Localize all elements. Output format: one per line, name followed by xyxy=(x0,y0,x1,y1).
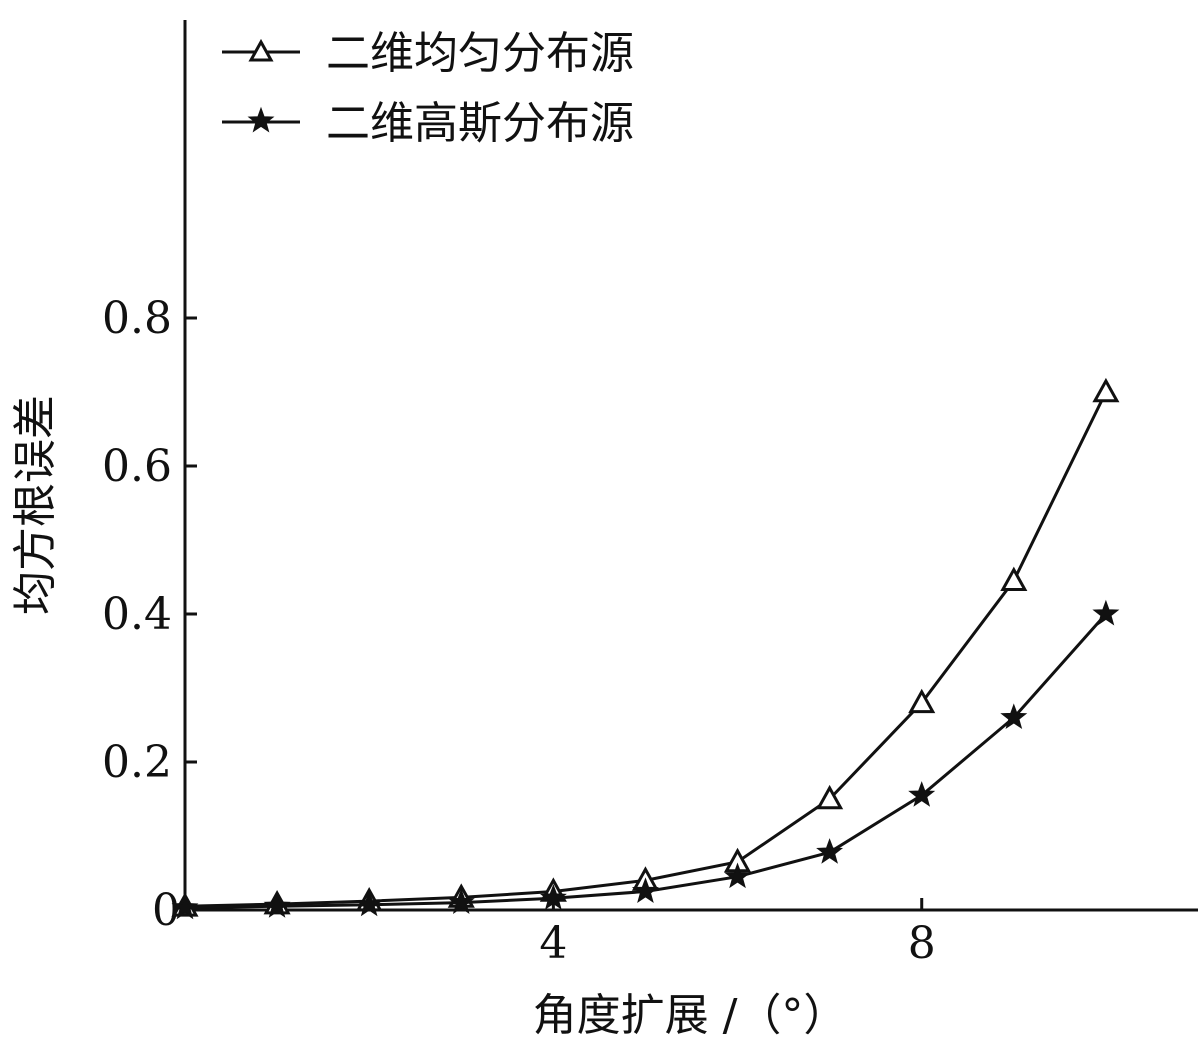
data-point-star xyxy=(908,781,936,807)
series-line xyxy=(184,613,1108,910)
data-point-triangle xyxy=(1000,566,1028,591)
legend-entry-gaussian: 二维高斯分布源 xyxy=(222,98,634,149)
y-tick-label: 0.2 xyxy=(102,737,172,788)
data-point-star xyxy=(171,893,199,920)
legend-entry-uniform: 二维均匀分布源 xyxy=(222,28,634,79)
data-point-star xyxy=(1000,703,1028,730)
legend-star-marker-icon xyxy=(247,106,275,133)
data-point-triangle xyxy=(816,784,844,810)
data-point-star xyxy=(263,892,291,918)
ticks: 00.20.40.60.84 8 xyxy=(102,293,936,969)
data-point-triangle xyxy=(1092,377,1120,403)
data-point-star xyxy=(631,877,659,903)
series-gaussian xyxy=(171,599,1120,920)
legend-label-uniform: 二维均匀分布源 xyxy=(326,28,634,79)
y-axis-title: 均方根误差 xyxy=(10,395,61,615)
legend-label-gaussian: 二维高斯分布源 xyxy=(326,98,634,149)
data-point-star xyxy=(539,884,567,910)
x-tick-label: 4 xyxy=(539,918,567,969)
data-point-star xyxy=(1092,599,1120,626)
axes xyxy=(183,20,1198,912)
data-point-triangle xyxy=(908,688,936,714)
data-point-star xyxy=(816,838,844,864)
legend-triangle-marker-icon xyxy=(248,38,274,62)
series-line xyxy=(184,391,1108,908)
y-tick-label: 0.6 xyxy=(102,441,172,492)
x-tick-label: 8 xyxy=(908,918,936,969)
series-layer xyxy=(171,377,1120,920)
y-tick-label: 0.8 xyxy=(102,293,172,344)
legend: 二维均匀分布源 二维高斯分布源 xyxy=(222,28,634,149)
data-point-star xyxy=(355,890,383,917)
x-axis-title: 角度扩展 /（°） xyxy=(533,990,848,1041)
data-point-star xyxy=(447,888,475,915)
data-point-star xyxy=(724,862,752,889)
series-uniform xyxy=(171,377,1120,917)
y-tick-label: 0.4 xyxy=(102,589,172,640)
